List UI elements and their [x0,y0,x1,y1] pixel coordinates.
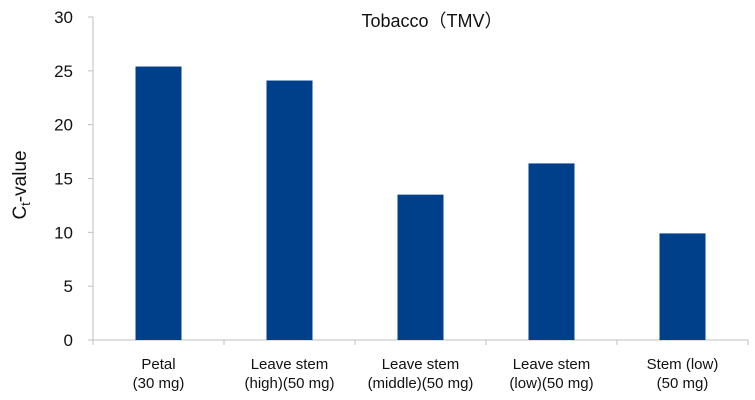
x-tick-label: (low)(50 mg) [509,375,593,392]
bars [135,66,706,341]
y-tick-label: 25 [54,62,73,81]
bar [659,233,706,340]
x-tick-label: Stem (low) [647,356,719,373]
y-axis-label: Ct-value [10,150,33,219]
y-tick-label: 30 [54,8,73,27]
y-tick-label: 0 [64,331,73,350]
bar [528,163,575,340]
y-tick-label: 10 [54,223,73,242]
x-tick-label: (50 mg) [657,375,709,392]
y-axis-label-subscript: t [18,202,33,206]
x-tick-label: Leave stem [251,356,329,373]
bar [266,80,313,341]
y-tick-label: 15 [54,170,73,189]
x-tick-label: (middle)(50 mg) [368,375,474,392]
y-axis: 0 5 10 15 20 25 30 [54,8,94,350]
y-axis-label-main: C [10,206,31,220]
x-tick-label: Petal [141,356,175,373]
bar [135,66,182,340]
bar [397,194,444,340]
x-tick-label: Leave stem [513,356,591,373]
x-tick-label: (high)(50 mg) [244,375,334,392]
y-axis-label-rest: -value [10,150,31,202]
x-tick-label: (30 mg) [133,375,185,392]
x-tick-label: Leave stem [382,356,460,373]
y-tick-label: 5 [64,277,73,296]
x-axis: Petal (30 mg) Leave stem (high)(50 mg) Leave… [92,339,749,392]
y-tick-label: 20 [54,116,73,135]
chart-title: Tobacco（TMV） [361,11,502,31]
